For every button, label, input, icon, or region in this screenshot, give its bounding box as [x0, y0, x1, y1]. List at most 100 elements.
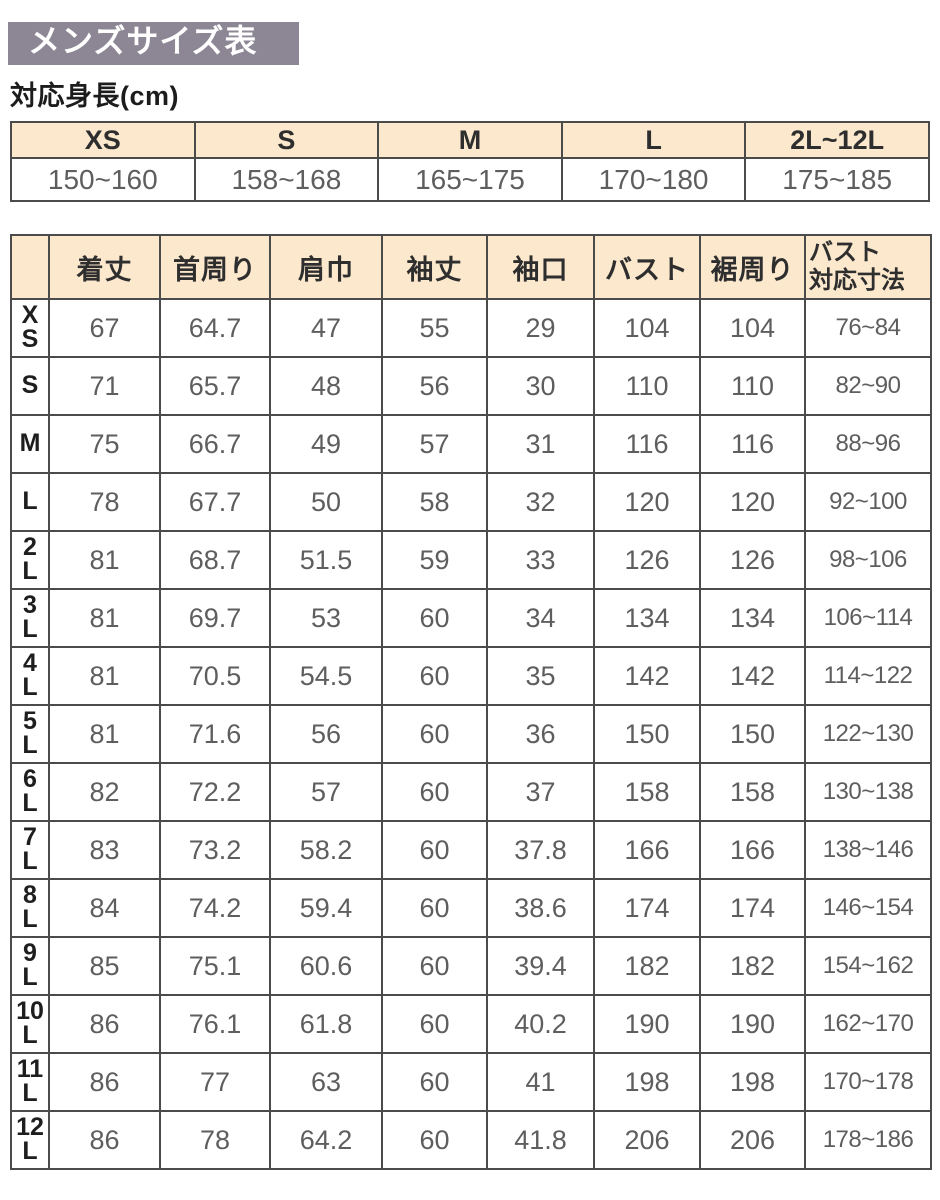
- size-col-header: 袖口: [486, 234, 595, 301]
- size-value-cell: 158: [593, 762, 701, 823]
- size-value-cell: 166: [593, 820, 701, 881]
- size-row-label: 12 L: [10, 1110, 50, 1171]
- size-value-cell: 34: [486, 588, 595, 649]
- size-value-cell: 81: [48, 588, 161, 649]
- size-value-cell: 88~96: [804, 414, 932, 475]
- size-value-cell: 60: [381, 1110, 488, 1171]
- size-row-label: L: [10, 472, 50, 533]
- size-value-cell: 190: [593, 994, 701, 1055]
- size-value-cell: 59: [381, 530, 488, 591]
- size-value-cell: 86: [48, 994, 161, 1055]
- size-table-row: 11 L 86 77 63 60 41 198 198 170~178: [10, 1052, 932, 1113]
- size-value-cell: 56: [269, 704, 383, 765]
- size-table-header-row: 着丈 首周り 肩巾 袖丈 袖口 バスト 裾周り バスト 対応寸法: [10, 234, 932, 301]
- size-col-header: 着丈: [48, 234, 161, 301]
- size-value-cell: 86: [48, 1052, 161, 1113]
- size-chart-page: メンズサイズ表 対応身長(cm) XS S M L 2L~12L 150~160 158~…: [8, 22, 932, 1171]
- size-value-cell: 40.2: [486, 994, 595, 1055]
- size-value-cell: 60: [381, 936, 488, 997]
- height-table-value-row: 150~160 158~168 165~175 170~180 175~185: [10, 157, 930, 203]
- size-value-cell: 66.7: [159, 414, 271, 475]
- size-table-row: X S 67 64.7 47 55 29 104 104 76~84: [10, 298, 932, 359]
- height-correspondence-table: XS S M L 2L~12L 150~160 158~168 165~175 170~180…: [10, 121, 930, 203]
- size-table-row: L 78 67.7 50 58 32 120 120 92~100: [10, 472, 932, 533]
- size-value-cell: 41: [486, 1052, 595, 1113]
- size-value-cell: 71.6: [159, 704, 271, 765]
- size-value-cell: 82~90: [804, 356, 932, 417]
- size-value-cell: 134: [593, 588, 701, 649]
- size-value-cell: 170~178: [804, 1052, 932, 1113]
- size-value-cell: 60.6: [269, 936, 383, 997]
- size-value-cell: 60: [381, 1052, 488, 1113]
- size-value-cell: 73.2: [159, 820, 271, 881]
- size-value-cell: 53: [269, 588, 383, 649]
- size-value-cell: 61.8: [269, 994, 383, 1055]
- size-value-cell: 70.5: [159, 646, 271, 707]
- size-value-cell: 206: [593, 1110, 701, 1171]
- size-value-cell: 50: [269, 472, 383, 533]
- size-row-label: 2 L: [10, 530, 50, 591]
- size-col-header: 首周り: [159, 234, 271, 301]
- size-value-cell: 69.7: [159, 588, 271, 649]
- size-value-cell: 174: [699, 878, 806, 939]
- size-value-cell: 134: [699, 588, 806, 649]
- size-value-cell: 75.1: [159, 936, 271, 997]
- height-table-caption: 対応身長(cm): [10, 81, 180, 112]
- size-col-header: 裾周り: [699, 234, 806, 301]
- height-range-cell: 150~160: [10, 157, 196, 203]
- size-value-cell: 49: [269, 414, 383, 475]
- size-row-label: M: [10, 414, 50, 475]
- size-value-cell: 81: [48, 704, 161, 765]
- size-value-cell: 142: [593, 646, 701, 707]
- size-table-row: S 71 65.7 48 56 30 110 110 82~90: [10, 356, 932, 417]
- size-value-cell: 120: [593, 472, 701, 533]
- size-value-cell: 126: [593, 530, 701, 591]
- size-row-label: 11 L: [10, 1052, 50, 1113]
- height-col-header: M: [377, 121, 563, 160]
- size-value-cell: 75: [48, 414, 161, 475]
- height-col-header: 2L~12L: [744, 121, 930, 160]
- size-row-label: X S: [10, 298, 50, 359]
- size-value-cell: 110: [699, 356, 806, 417]
- size-row-label: 6 L: [10, 762, 50, 823]
- size-value-cell: 57: [269, 762, 383, 823]
- size-value-cell: 60: [381, 994, 488, 1055]
- size-col-header: 袖丈: [381, 234, 488, 301]
- size-value-cell: 60: [381, 646, 488, 707]
- size-row-label: 5 L: [10, 704, 50, 765]
- size-value-cell: 81: [48, 530, 161, 591]
- size-value-cell: 86: [48, 1110, 161, 1171]
- size-value-cell: 71: [48, 356, 161, 417]
- size-value-cell: 58.2: [269, 820, 383, 881]
- size-value-cell: 104: [593, 298, 701, 359]
- size-table-row: 7 L 83 73.2 58.2 60 37.8 166 166 138~146: [10, 820, 932, 881]
- size-table-row: 6 L 82 72.2 57 60 37 158 158 130~138: [10, 762, 932, 823]
- size-value-cell: 104: [699, 298, 806, 359]
- size-value-cell: 150: [699, 704, 806, 765]
- size-value-cell: 198: [699, 1052, 806, 1113]
- size-table-row: 4 L 81 70.5 54.5 60 35 142 142 114~122: [10, 646, 932, 707]
- size-value-cell: 150: [593, 704, 701, 765]
- height-range-cell: 175~185: [744, 157, 930, 203]
- size-value-cell: 33: [486, 530, 595, 591]
- size-value-cell: 41.8: [486, 1110, 595, 1171]
- height-col-header: L: [560, 121, 747, 160]
- size-value-cell: 166: [699, 820, 806, 881]
- size-value-cell: 92~100: [804, 472, 932, 533]
- size-value-cell: 37: [486, 762, 595, 823]
- size-value-cell: 84: [48, 878, 161, 939]
- size-value-cell: 81: [48, 646, 161, 707]
- size-table-row: 8 L 84 74.2 59.4 60 38.6 174 174 146~154: [10, 878, 932, 939]
- size-value-cell: 110: [593, 356, 701, 417]
- size-table-body: X S 67 64.7 47 55 29 104 104 76~84 S 71 65.7 48 56 30 1…: [10, 298, 932, 1171]
- size-value-cell: 68.7: [159, 530, 271, 591]
- size-table-header: 着丈 首周り 肩巾 袖丈 袖口 バスト 裾周り バスト 対応寸法: [10, 234, 932, 301]
- size-table-row: 2 L 81 68.7 51.5 59 33 126 126 98~106: [10, 530, 932, 591]
- size-value-cell: 116: [593, 414, 701, 475]
- size-value-cell: 47: [269, 298, 383, 359]
- size-table-row: 3 L 81 69.7 53 60 34 134 134 106~114: [10, 588, 932, 649]
- size-value-cell: 65.7: [159, 356, 271, 417]
- size-value-cell: 78: [48, 472, 161, 533]
- size-table-row: M 75 66.7 49 57 31 116 116 88~96: [10, 414, 932, 475]
- size-value-cell: 198: [593, 1052, 701, 1113]
